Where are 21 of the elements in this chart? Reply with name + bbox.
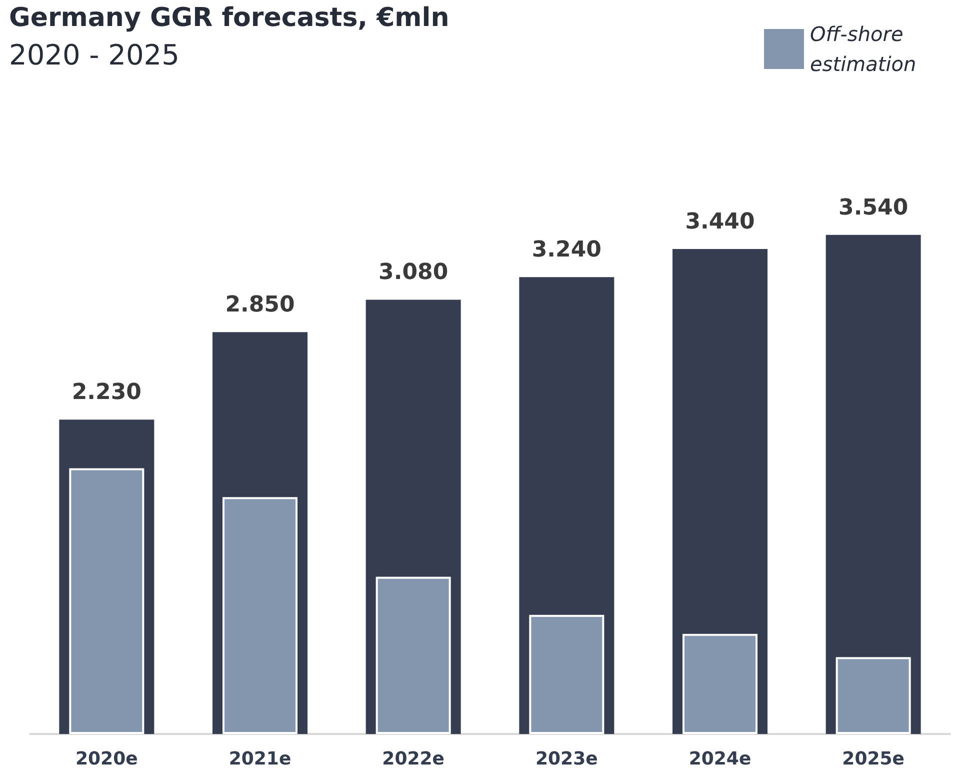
bar [69, 468, 144, 734]
data-label: 2.850 [225, 292, 295, 318]
x-tick-label: 2020e [76, 748, 138, 770]
x-tick-label: 2024e [688, 748, 752, 770]
x-tick-label: 2025e [842, 748, 904, 770]
data-label: 3.440 [685, 209, 755, 234]
chart-subtitle: 2020 - 2025 [9, 38, 180, 72]
data-label: 3.080 [378, 260, 448, 286]
bar [682, 634, 758, 734]
bar [222, 497, 298, 734]
bar [836, 657, 911, 734]
data-label: 3.240 [532, 238, 602, 263]
legend-label: Off-shore estimation [810, 22, 916, 76]
data-label: 3.540 [838, 195, 908, 220]
x-tick-label: 2022e [382, 748, 444, 770]
chart-title: Germany GGR forecasts, €mln [9, 3, 450, 33]
bar [529, 614, 604, 734]
x-tick-label: 2023e [536, 748, 598, 770]
data-label: 2.230 [72, 380, 142, 406]
bar [376, 576, 451, 734]
x-tick-label: 2021e [228, 748, 292, 770]
